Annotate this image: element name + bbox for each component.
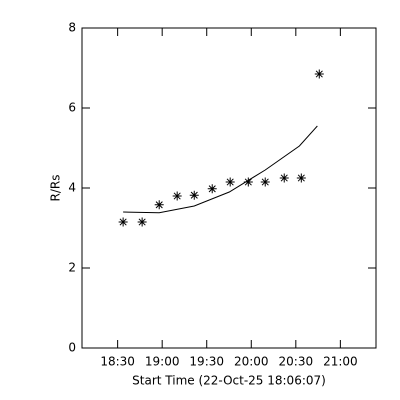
asterisk-point bbox=[118, 217, 128, 227]
y-tick-label: 0 bbox=[68, 341, 76, 355]
plot-frame bbox=[81, 27, 377, 349]
asterisk-point bbox=[189, 190, 199, 200]
x-tick-label: 21:00 bbox=[323, 355, 358, 369]
asterisk-point bbox=[207, 184, 217, 194]
fit-line bbox=[123, 125, 318, 214]
asterisk-point bbox=[279, 173, 289, 183]
asterisk-point bbox=[296, 173, 306, 183]
asterisk-point bbox=[260, 177, 270, 187]
y-tick-label: 2 bbox=[68, 261, 76, 275]
asterisk-point bbox=[154, 200, 164, 210]
x-tick-label: 19:30 bbox=[189, 355, 224, 369]
y-tick-label: 6 bbox=[68, 101, 76, 115]
y-axis-label: R/Rs bbox=[49, 175, 63, 202]
x-axis-label: Start Time (22-Oct-25 18:06:07) bbox=[132, 374, 326, 388]
asterisk-point bbox=[243, 177, 253, 187]
x-tick-label: 20:30 bbox=[279, 355, 314, 369]
x-tick-label: 20:00 bbox=[234, 355, 269, 369]
x-tick-label: 18:30 bbox=[100, 355, 135, 369]
asterisk-point bbox=[172, 191, 182, 201]
y-tick-label: 4 bbox=[68, 181, 76, 195]
asterisk-point bbox=[137, 217, 147, 227]
asterisk-point bbox=[225, 177, 235, 187]
asterisk-point bbox=[314, 69, 324, 79]
y-tick-label: 8 bbox=[68, 21, 76, 35]
x-tick-label: 19:00 bbox=[145, 355, 180, 369]
